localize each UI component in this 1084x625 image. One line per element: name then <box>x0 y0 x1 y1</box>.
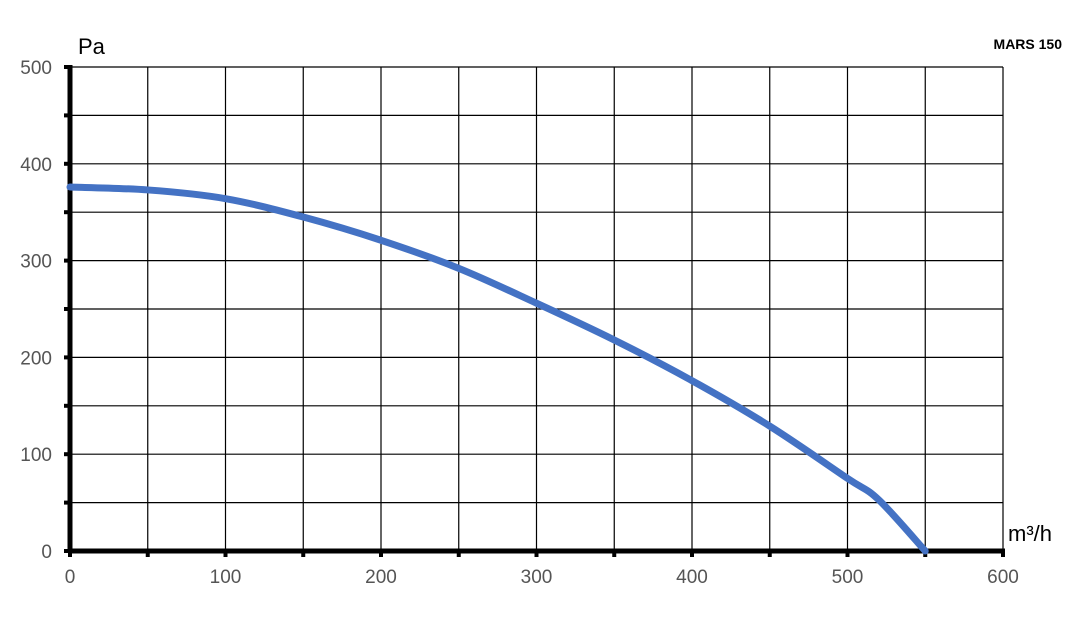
y-tick-label: 300 <box>20 252 52 273</box>
x-tick-label: 400 <box>676 567 708 588</box>
grid <box>70 66 1004 551</box>
y-tick-label: 100 <box>20 445 52 466</box>
x-tick-label: 100 <box>210 567 242 588</box>
series <box>66 183 929 555</box>
y-tick-label: 0 <box>41 542 52 563</box>
x-tick-label: 0 <box>65 567 76 588</box>
tick-labels: 0 100 200 300 400 500 600 0 100 200 300 400 500 <box>20 58 1019 588</box>
x-tick-label: 500 <box>832 567 864 588</box>
x-axis-label: m³/h <box>1008 521 1052 546</box>
x-tick-label: 300 <box>521 567 553 588</box>
chart-title: MARS 150 <box>994 36 1063 52</box>
axes <box>64 65 1005 557</box>
y-axis-label: Pa <box>78 34 106 59</box>
x-tick-label: 200 <box>365 567 397 588</box>
fan-curve-line <box>66 183 929 555</box>
y-tick-label: 400 <box>20 155 52 176</box>
y-tick-label: 200 <box>20 348 52 369</box>
x-tick-label: 600 <box>987 567 1019 588</box>
y-tick-label: 500 <box>20 58 52 79</box>
